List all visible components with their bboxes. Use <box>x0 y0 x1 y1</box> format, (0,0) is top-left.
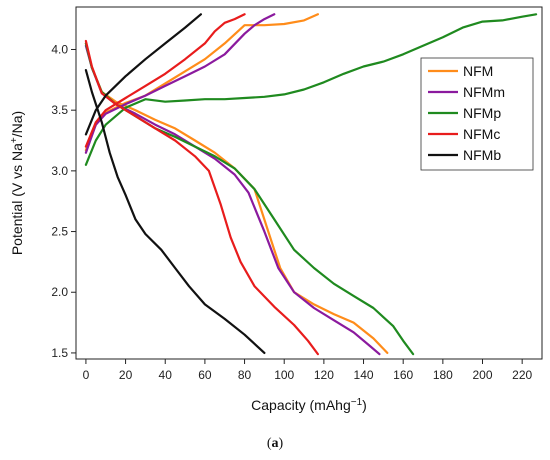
x-tick-label: 180 <box>433 368 453 382</box>
legend-label-nfmm: NFMm <box>463 84 505 100</box>
x-tick-label: 200 <box>472 368 492 382</box>
y-axis-title-main: Potential (V vs Na <box>9 143 25 255</box>
series-nfmb-charge-line <box>84 13 202 136</box>
x-tick-label: 160 <box>393 368 413 382</box>
y-tick-label: 4.0 <box>51 42 68 56</box>
series-nfmc-charge-line <box>84 13 246 148</box>
x-tick-label: 140 <box>354 368 374 382</box>
legend-label-nfmc: NFMc <box>463 126 500 142</box>
y-tick-label: 3.0 <box>51 164 68 178</box>
legend-label-nfm: NFM <box>463 63 493 79</box>
y-axis-title: Potential (V vs Na+/Na) <box>9 111 26 255</box>
x-tick-label: 100 <box>274 368 294 382</box>
x-axis-title: Capacity (mAhg−1) <box>251 397 367 414</box>
caption-letter: a <box>272 436 279 451</box>
series-nfmm-charge-line <box>84 13 276 154</box>
x-axis-title-main: Capacity (mAhg <box>251 397 351 413</box>
x-tick-label: 220 <box>512 368 532 382</box>
x-tick-label: 80 <box>238 368 252 382</box>
x-tick-label: 20 <box>119 368 133 382</box>
axis-layer: 0 20 40 60 80 100 120 140 160 180 200 220 1.5 2.0 2.5 3… <box>51 42 532 382</box>
x-axis-title-sup: −1 <box>351 397 363 408</box>
y-tick-label: 3.5 <box>51 103 68 117</box>
y-axis-title-end: /Na) <box>9 111 25 137</box>
legend-label-nfmp: NFMp <box>463 105 501 121</box>
series-layer <box>84 13 538 356</box>
legend: NFM NFMm NFMp NFMc NFMb <box>420 57 534 171</box>
x-tick-label: 0 <box>83 368 90 382</box>
x-tick-label: 60 <box>198 368 212 382</box>
x-tick-label: 40 <box>159 368 173 382</box>
y-tick-label: 2.5 <box>51 225 68 239</box>
legend-label-nfmb: NFMb <box>463 147 501 163</box>
caption-open: ( <box>267 436 272 451</box>
plot-frame <box>75 6 543 360</box>
series-nfmm-discharge-line <box>84 44 381 356</box>
x-axis-title-end: ) <box>362 397 367 413</box>
x-tick-label: 120 <box>314 368 334 382</box>
figure-caption: (a) <box>267 436 284 451</box>
y-axis-title-sup: + <box>9 137 20 143</box>
series-nfmc-discharge-line <box>84 39 319 356</box>
y-tick-label: 1.5 <box>51 346 68 360</box>
caption-close: ) <box>279 436 284 451</box>
series-nfmb-discharge-line <box>84 69 266 354</box>
series-nfmp-charge-line <box>84 13 538 166</box>
y-tick-label: 2.0 <box>51 285 68 299</box>
series-nfmp-discharge-line <box>84 42 415 356</box>
series-nfm-discharge-line <box>84 42 389 354</box>
